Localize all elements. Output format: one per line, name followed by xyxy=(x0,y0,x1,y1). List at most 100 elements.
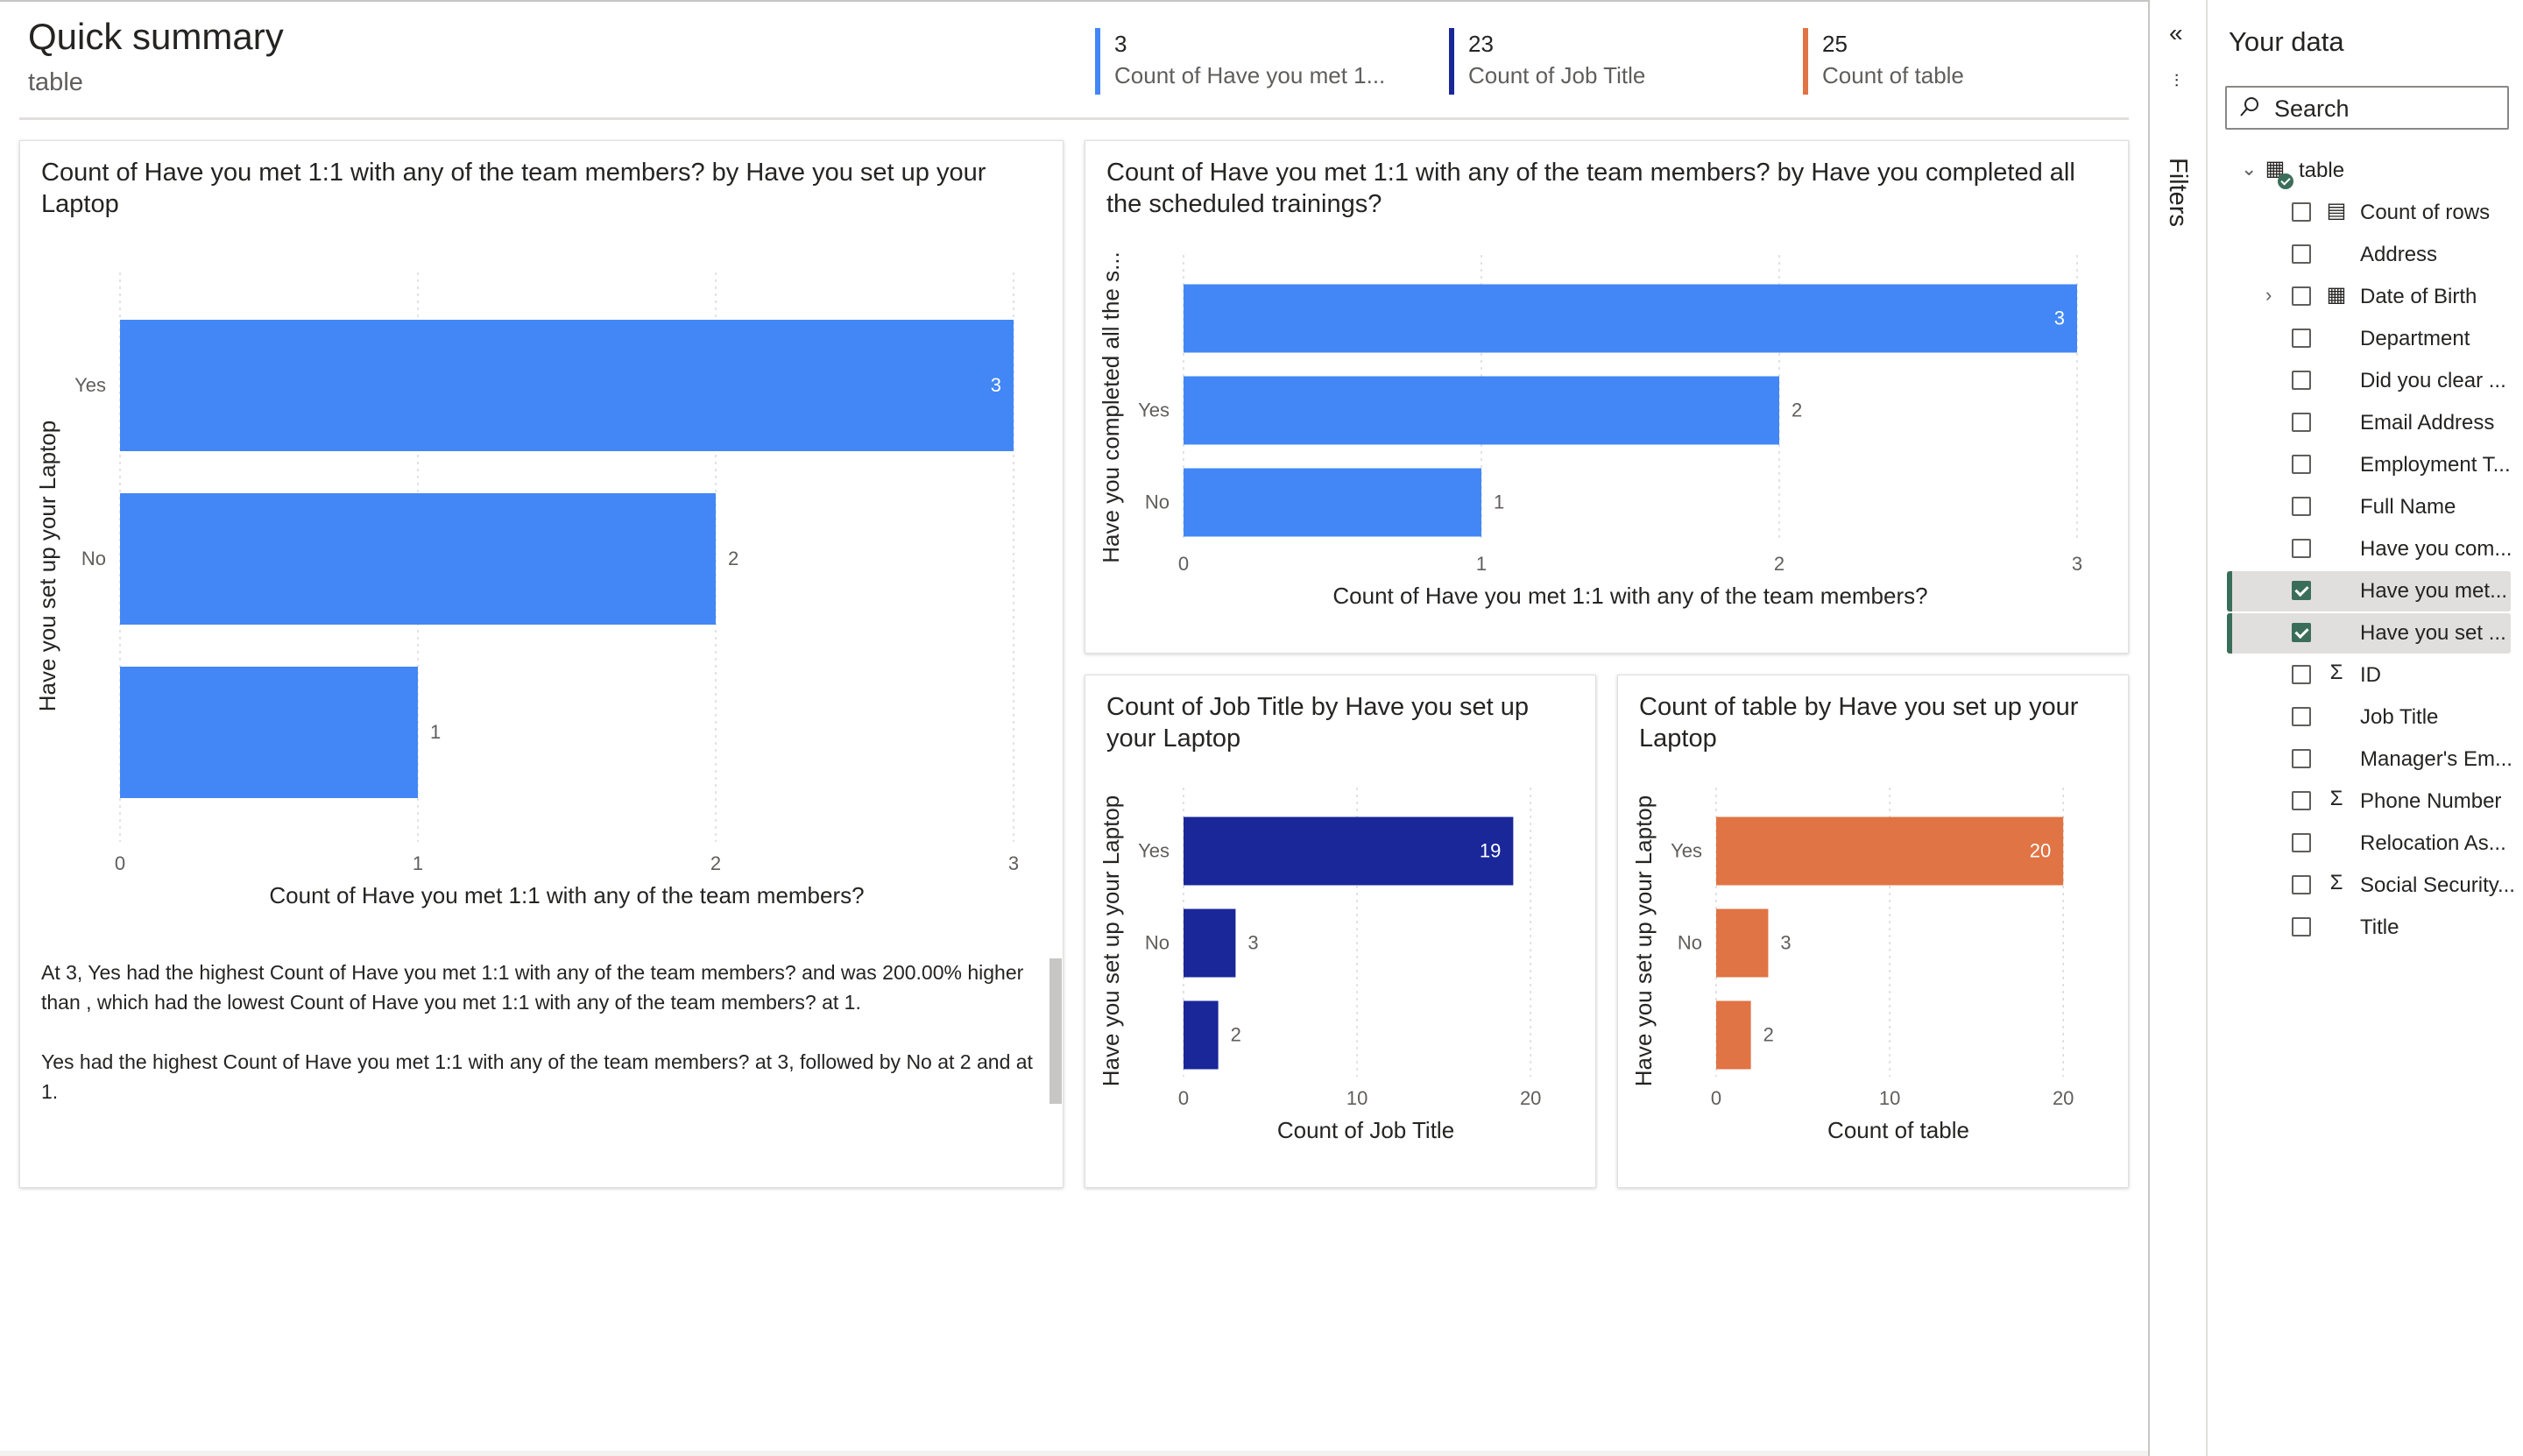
field-checkbox[interactable] xyxy=(2292,581,2311,600)
data-label: 3 xyxy=(1780,932,1791,954)
data-label: 20 xyxy=(2030,840,2051,862)
x-tick-label: 0 xyxy=(1178,1087,1189,1109)
bar-chart-count-table[interactable]: 0 10 20 Yes 20 No 3 2 Count of table Have you set… xyxy=(1618,675,2130,1189)
card-main-chart[interactable]: Count of Have you met 1:1 with any of th… xyxy=(19,140,1064,1188)
search-icon xyxy=(2240,97,2258,117)
page-tabs-strip xyxy=(0,1451,2148,1456)
field-item[interactable]: Have you met... xyxy=(2227,571,2511,611)
field-checkbox[interactable] xyxy=(2292,623,2311,642)
card-trainings-chart[interactable]: Count of Have you met 1:1 with any of th… xyxy=(1085,140,2129,654)
field-item[interactable]: Email Address xyxy=(2208,403,2511,443)
bar-chart-jobtitle[interactable]: 0 10 20 Yes 19 No 3 2 Count of Job Title Have you… xyxy=(1085,675,1597,1189)
bar xyxy=(1716,908,1769,978)
field-checkbox[interactable] xyxy=(2292,749,2311,768)
field-checkbox[interactable] xyxy=(2292,455,2311,474)
field-item[interactable]: Address xyxy=(2208,235,2511,275)
bar-chart-trainings-met[interactable]: 0 1 2 3 3 Yes 2 No 1 Count of Have you met 1:1 wi… xyxy=(1085,141,2130,654)
top-border xyxy=(0,0,2523,2)
kpi-label: Count of Job Title xyxy=(1468,62,1646,88)
calendar-icon: ▦ xyxy=(2326,283,2347,307)
field-checkbox[interactable] xyxy=(2292,875,2311,894)
field-checkbox[interactable] xyxy=(2292,791,2311,810)
field-checkbox[interactable] xyxy=(2292,665,2311,684)
data-label: 1 xyxy=(1494,491,1504,513)
field-checkbox[interactable] xyxy=(2292,202,2311,222)
search-box[interactable]: Search xyxy=(2225,86,2509,130)
data-label: 19 xyxy=(1480,840,1501,862)
card-jobtitle-chart[interactable]: Count of Job Title by Have you set up yo… xyxy=(1085,675,1596,1188)
header-divider xyxy=(19,117,2129,120)
chevron-down-icon[interactable]: ⌄ xyxy=(2241,158,2258,180)
data-label: 3 xyxy=(2054,307,2065,329)
field-item[interactable]: ▤ Count of rows xyxy=(2208,193,2511,233)
y-tick-label: No xyxy=(1145,932,1170,954)
field-checkbox[interactable] xyxy=(2292,329,2311,348)
x-tick-label: 10 xyxy=(1879,1087,1900,1109)
x-tick-label: 1 xyxy=(413,852,423,874)
field-checkbox[interactable] xyxy=(2292,539,2311,558)
field-item[interactable]: Manager's Em... xyxy=(2208,739,2512,780)
y-axis-title: Have you set up your Laptop xyxy=(34,421,60,711)
field-item[interactable]: Employment T... xyxy=(2208,445,2511,485)
field-checkbox[interactable] xyxy=(2292,371,2311,390)
field-item[interactable]: Title xyxy=(2208,908,2511,948)
field-item[interactable]: Did you clear ... xyxy=(2208,361,2511,401)
data-label: 3 xyxy=(991,374,1001,396)
field-checkbox[interactable] xyxy=(2292,833,2311,852)
bar xyxy=(1184,468,1481,537)
field-label: Have you met... xyxy=(2360,579,2508,603)
double-chevron-left-icon[interactable]: « xyxy=(2169,19,2183,46)
field-checkbox[interactable] xyxy=(2292,497,2311,516)
page-title: Quick summary xyxy=(28,16,284,57)
field-checkbox[interactable] xyxy=(2292,917,2311,937)
field-checkbox[interactable] xyxy=(2292,286,2311,306)
x-tick-label: 2 xyxy=(710,852,721,874)
x-tick-label: 20 xyxy=(2053,1087,2074,1109)
kpi-value: 23 xyxy=(1468,31,1494,57)
sigma-icon: Σ xyxy=(2329,871,2343,894)
field-item[interactable]: Relocation As... xyxy=(2208,823,2511,864)
field-label: Relocation As... xyxy=(2360,831,2506,855)
bar xyxy=(1184,816,1514,886)
field-checkbox[interactable] xyxy=(2292,413,2311,432)
narrative-scrollbar[interactable] xyxy=(1049,958,1062,1104)
y-tick-label: No xyxy=(81,548,106,569)
field-item[interactable]: Full Name xyxy=(2208,487,2511,527)
y-axis-title: Have you set up your Laptop xyxy=(1630,795,1657,1086)
field-item[interactable]: Have you set ... xyxy=(2227,613,2511,654)
kpi-card[interactable]: 3 Count of Have you met 1... xyxy=(1095,28,1385,95)
card-table-chart[interactable]: Count of table by Have you set up your L… xyxy=(1617,675,2129,1188)
field-item[interactable]: Job Title xyxy=(2208,697,2511,738)
field-item[interactable]: Σ Phone Number xyxy=(2208,781,2511,822)
bar xyxy=(1184,376,1779,445)
kpi-card[interactable]: 25 Count of table xyxy=(1803,28,1964,95)
field-item[interactable]: Σ ID xyxy=(2208,655,2511,696)
filters-pane[interactable]: « ⫶ Filters xyxy=(2148,0,2206,1456)
table-node[interactable]: ⌄ ▦ table xyxy=(2208,151,2511,191)
field-label: Have you set ... xyxy=(2360,621,2506,645)
y-tick-label: Yes xyxy=(1671,840,1702,862)
field-label: Job Title xyxy=(2360,705,2439,729)
field-checkbox[interactable] xyxy=(2292,244,2311,264)
field-label: Manager's Em... xyxy=(2360,747,2512,771)
field-label: Address xyxy=(2360,243,2438,266)
bar xyxy=(1716,1000,1751,1070)
smart-narrative: At 3, Yes had the highest Count of Have … xyxy=(41,958,1047,1136)
search-input[interactable]: Search xyxy=(2274,95,2350,122)
data-label: 2 xyxy=(1231,1024,1241,1046)
table-node-label: table xyxy=(2299,159,2345,182)
bar-chart-laptop-met[interactable]: 0 1 2 3 Yes 3 No 2 1 Count of Have you met 1:1 wi… xyxy=(20,141,1064,947)
filters-label[interactable]: Filters xyxy=(2164,158,2192,227)
field-label: Department xyxy=(2360,327,2470,350)
field-item[interactable]: Department xyxy=(2208,319,2511,359)
field-item[interactable]: Have you com... xyxy=(2208,529,2512,569)
kpi-color-bar xyxy=(1095,28,1100,95)
sigma-icon: Σ xyxy=(2329,661,2343,684)
field-item[interactable]: › ▦ Date of Birth xyxy=(2208,277,2511,317)
chevron-right-icon[interactable]: › xyxy=(2265,284,2272,306)
check-badge-icon xyxy=(2278,173,2293,189)
kpi-card[interactable]: 23 Count of Job Title xyxy=(1449,28,1645,95)
field-item[interactable]: Σ Social Security... xyxy=(2208,866,2515,906)
field-checkbox[interactable] xyxy=(2292,707,2311,726)
